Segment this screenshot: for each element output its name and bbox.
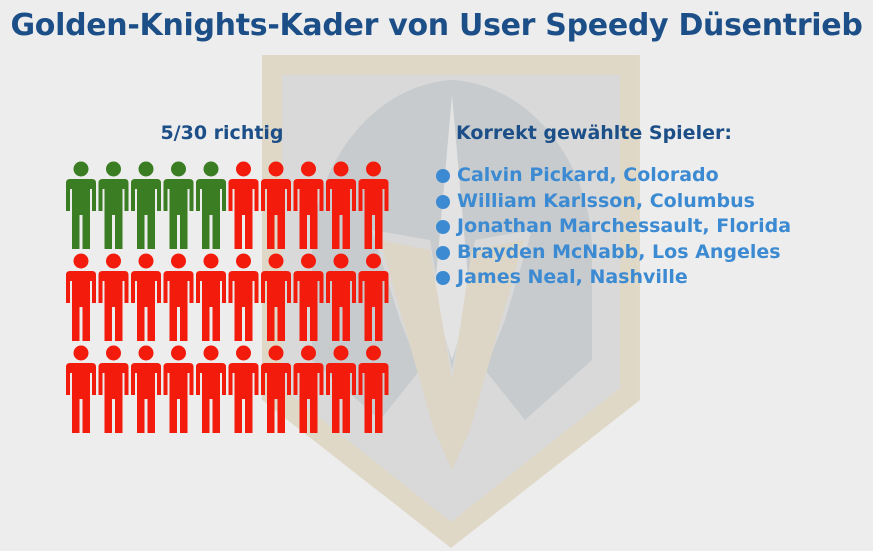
person-icon: [163, 253, 194, 341]
person-icon: [358, 161, 389, 249]
page-title: Golden-Knights-Kader von User Speedy Düs…: [10, 8, 863, 43]
person-icon: [163, 161, 194, 249]
player-name: James Neal, Nashville: [457, 266, 688, 288]
person-icon: [326, 161, 356, 249]
person-icon: [261, 161, 291, 249]
person-icon: [358, 253, 389, 341]
person-icon: [196, 253, 226, 341]
list-item: William Karlsson, Columbus: [436, 189, 791, 215]
player-name: Brayden McNabb, Los Angeles: [457, 240, 781, 263]
person-icon: [228, 345, 259, 433]
person-icon: [131, 345, 161, 433]
list-item: Calvin Pickard, Colorado: [436, 163, 791, 189]
person-icon: [196, 345, 226, 433]
score-label: 5/30 richtig: [160, 122, 284, 144]
person-icon: [98, 253, 129, 341]
bullet-icon: [436, 271, 450, 285]
person-icon: [163, 345, 194, 433]
correct-players-heading: Korrekt gewählte Spieler:: [456, 122, 732, 144]
player-name: Calvin Pickard, Colorado: [457, 164, 719, 186]
person-icon: [228, 161, 259, 249]
person-icon: [131, 253, 161, 341]
person-icon: [228, 253, 259, 341]
person-icon: [261, 253, 291, 341]
person-icon: [98, 345, 129, 433]
person-icon: [66, 345, 96, 433]
list-item: Jonathan Marchessault, Florida: [436, 214, 791, 240]
player-name: Jonathan Marchessault, Florida: [457, 215, 792, 237]
list-item: James Neal, Nashville: [436, 265, 791, 291]
bullet-icon: [436, 169, 450, 183]
person-icon: [196, 161, 226, 249]
person-icon: [66, 161, 96, 249]
person-icon: [98, 161, 129, 249]
player-name: William Karlsson, Columbus: [457, 189, 755, 212]
bullet-icon: [436, 194, 450, 209]
bullet-icon: [436, 245, 450, 260]
person-icon: [131, 161, 161, 249]
person-icon: [326, 253, 356, 341]
correct-players-list: Calvin Pickard, Colorado William Karlsson…: [436, 163, 791, 291]
list-item: Brayden McNabb, Los Angeles: [436, 240, 791, 266]
person-icon: [293, 161, 324, 249]
bullet-icon: [436, 220, 450, 234]
person-icon: [358, 345, 389, 433]
person-icon: [293, 345, 324, 433]
person-icon: [261, 345, 291, 433]
person-icon: [293, 253, 324, 341]
person-icon: [66, 253, 96, 341]
person-icon: [326, 345, 356, 433]
